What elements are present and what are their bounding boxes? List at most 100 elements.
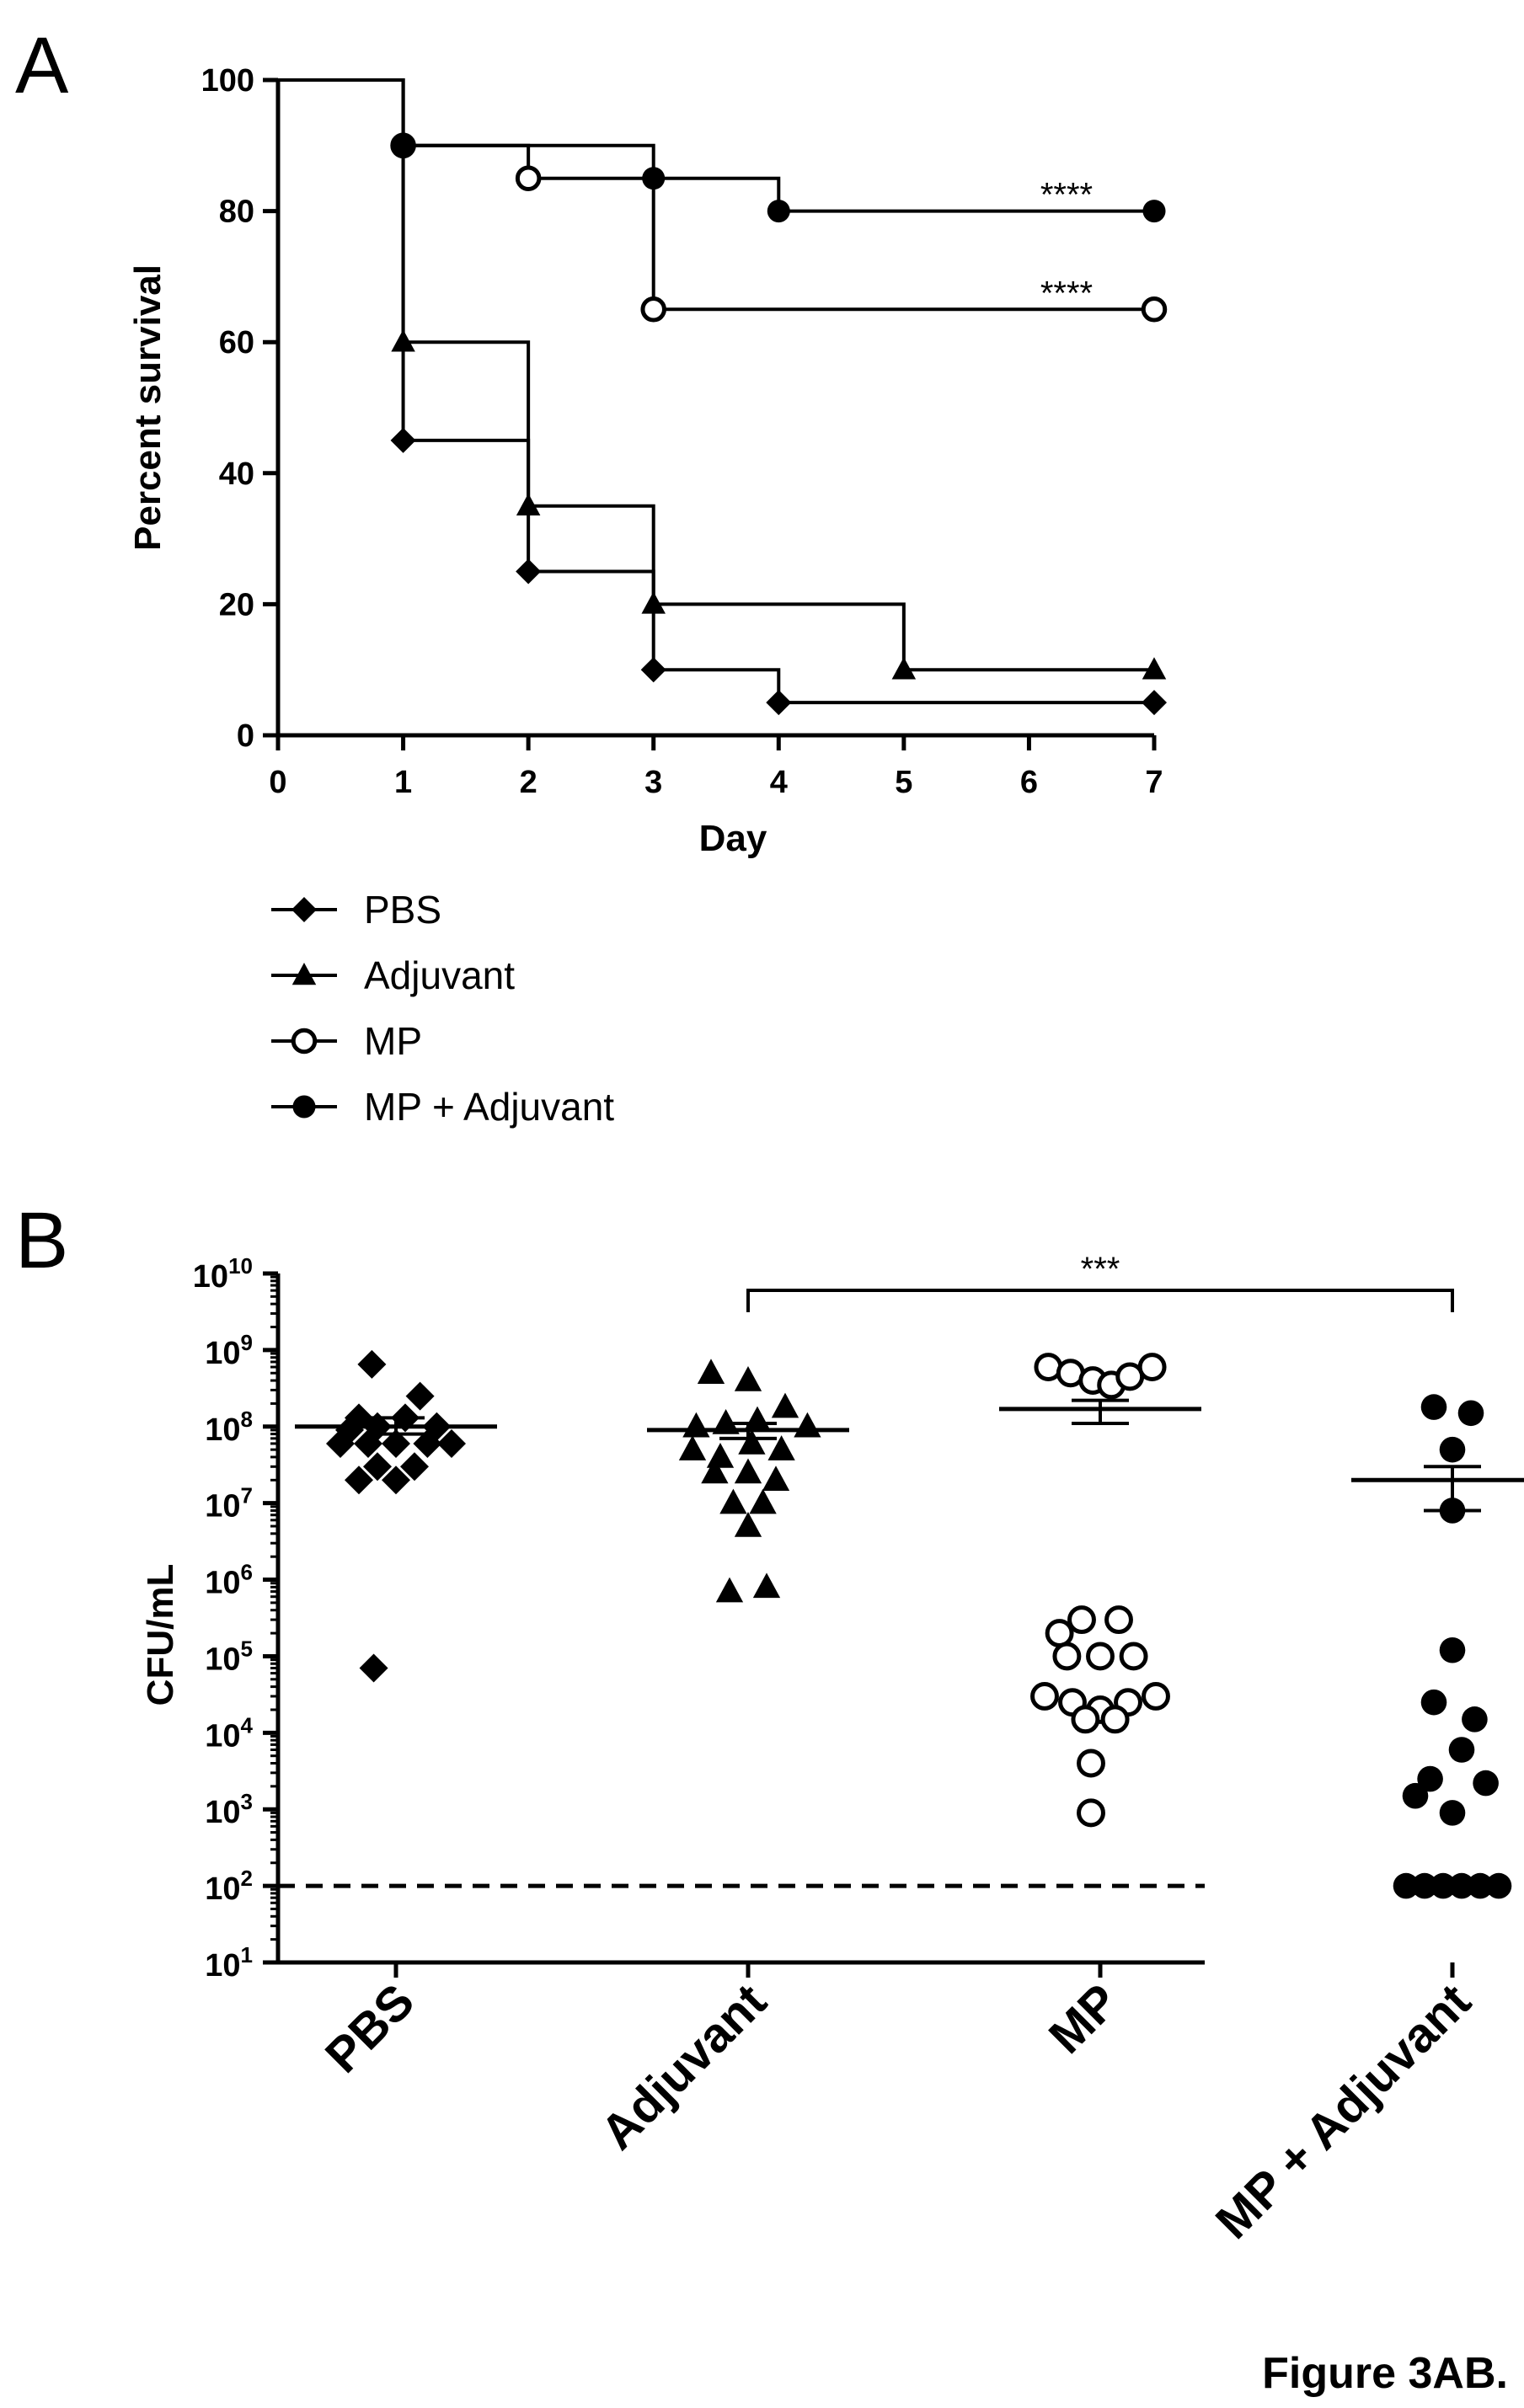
data-point: [771, 1392, 799, 1418]
data-point: [400, 1452, 429, 1482]
y-tick-label: 40: [219, 457, 254, 492]
x-axis-title: Day: [699, 818, 767, 859]
data-point: [762, 1466, 790, 1492]
survival-point: [766, 690, 792, 716]
data-point: [1393, 1872, 1420, 1899]
significance-stars: ****: [1040, 275, 1093, 312]
data-point: [357, 1349, 387, 1379]
survival-point: [642, 167, 666, 190]
survival-point: [1141, 296, 1168, 323]
y-axis-title: CFU/mL: [140, 1564, 181, 1706]
data-point: [749, 1488, 777, 1514]
data-point: [1104, 1605, 1133, 1635]
x-tick-label: 0: [269, 765, 286, 800]
data-point: [767, 1435, 795, 1460]
panel-a-axes: 0 20 40 60 80 100 0 1 2 3 4 5 6 7 Day Percent survival: [127, 63, 1163, 859]
data-point: [712, 1409, 740, 1434]
survival-point: [516, 493, 541, 515]
data-point: [1420, 1394, 1447, 1420]
x-tick-label: 6: [1020, 765, 1038, 800]
x-tick-label: 7: [1145, 765, 1163, 800]
data-point: [382, 1428, 410, 1458]
significance-stars: ***: [1081, 1251, 1120, 1288]
x-tick-label: 1: [394, 765, 412, 800]
data-point: [1485, 1872, 1512, 1899]
legend-marker: [291, 897, 317, 922]
data-point: [1467, 1872, 1494, 1899]
survival-point: [1142, 657, 1167, 680]
panel-a: A 0 20 40 60 80 100 0 1 2 3 4 5 6 7 Day Percent surviva…: [15, 21, 1168, 1129]
data-point: [1448, 1737, 1475, 1763]
data-point: [682, 1412, 710, 1438]
y-tick-label: 109: [205, 1330, 253, 1371]
data-point: [345, 1466, 373, 1495]
category-label: Adjuvant: [591, 1973, 777, 2160]
panel-a-letter: A: [15, 21, 69, 110]
data-point: [697, 1359, 725, 1384]
survival-point: [391, 329, 415, 352]
data-point: [1439, 1636, 1466, 1663]
y-tick-label: 108: [205, 1407, 253, 1448]
survival-point: [515, 165, 542, 191]
data-point: [1137, 1353, 1167, 1382]
data-point: [1030, 1682, 1059, 1711]
survival-point: [1142, 200, 1166, 223]
data-point: [1457, 1400, 1484, 1427]
significance-stars: ****: [1040, 177, 1093, 214]
data-point: [706, 1442, 735, 1468]
survival-point: [516, 558, 542, 585]
data-point: [1420, 1689, 1447, 1716]
y-axis-title: Percent survival: [127, 264, 168, 551]
survival-line-pbs: [278, 78, 1154, 705]
data-point: [1417, 1765, 1443, 1792]
data-point: [752, 1572, 781, 1599]
y-tick-label: 100: [201, 63, 254, 99]
panel-a-series: **** ****: [278, 78, 1168, 716]
data-point: [734, 1366, 762, 1391]
y-tick-label: 106: [205, 1560, 253, 1601]
data-point: [734, 1512, 762, 1537]
x-tick-label: 5: [895, 765, 912, 800]
data-point: [734, 1458, 762, 1484]
survival-point: [767, 200, 790, 223]
y-tick-label: 1010: [193, 1253, 253, 1295]
y-tick-label: 80: [219, 195, 254, 230]
data-point: [1119, 1642, 1148, 1671]
category-label: PBS: [315, 1973, 425, 2083]
y-tick-label: 104: [205, 1712, 253, 1754]
category-label: MP + Adjuvant: [1206, 1973, 1481, 2249]
y-tick-label: 20: [219, 587, 254, 622]
y-tick-label: 103: [205, 1789, 253, 1830]
data-point: [794, 1412, 821, 1438]
survival-point: [891, 657, 917, 680]
y-tick-label: 102: [205, 1866, 253, 1907]
survival-point: [390, 427, 416, 453]
panel-b-points: [295, 1349, 1524, 1899]
x-tick-label: 3: [644, 765, 662, 800]
survival-point: [1142, 690, 1167, 716]
x-tick-label: 4: [770, 765, 788, 800]
legend-label: Adjuvant: [364, 953, 515, 997]
significance-bracket: [746, 1289, 1454, 1312]
data-point: [1100, 1705, 1130, 1734]
y-tick-label: 0: [237, 718, 254, 754]
data-point: [701, 1458, 729, 1484]
x-tick-label: 2: [520, 765, 537, 800]
data-point: [1071, 1705, 1100, 1734]
survival-line-adjuvant: [278, 78, 1154, 672]
data-point: [437, 1428, 466, 1458]
y-tick-label: 101: [205, 1942, 253, 1984]
figure-caption: Figure 3AB.: [1262, 2349, 1508, 2398]
y-tick-label: 60: [219, 325, 254, 360]
data-point: [1462, 1706, 1488, 1733]
data-point: [1402, 1782, 1429, 1809]
legend-label: PBS: [364, 888, 441, 932]
legend-marker: [291, 1028, 318, 1055]
data-point: [738, 1428, 766, 1455]
data-point: [1142, 1682, 1170, 1711]
data-point: [413, 1428, 442, 1458]
data-point: [1077, 1749, 1105, 1778]
panel-b: B 101 102 103 104 105 106 107 108 109 1010 CFU/mL P…: [15, 1196, 1524, 2250]
survival-line-mp: [278, 78, 1154, 312]
